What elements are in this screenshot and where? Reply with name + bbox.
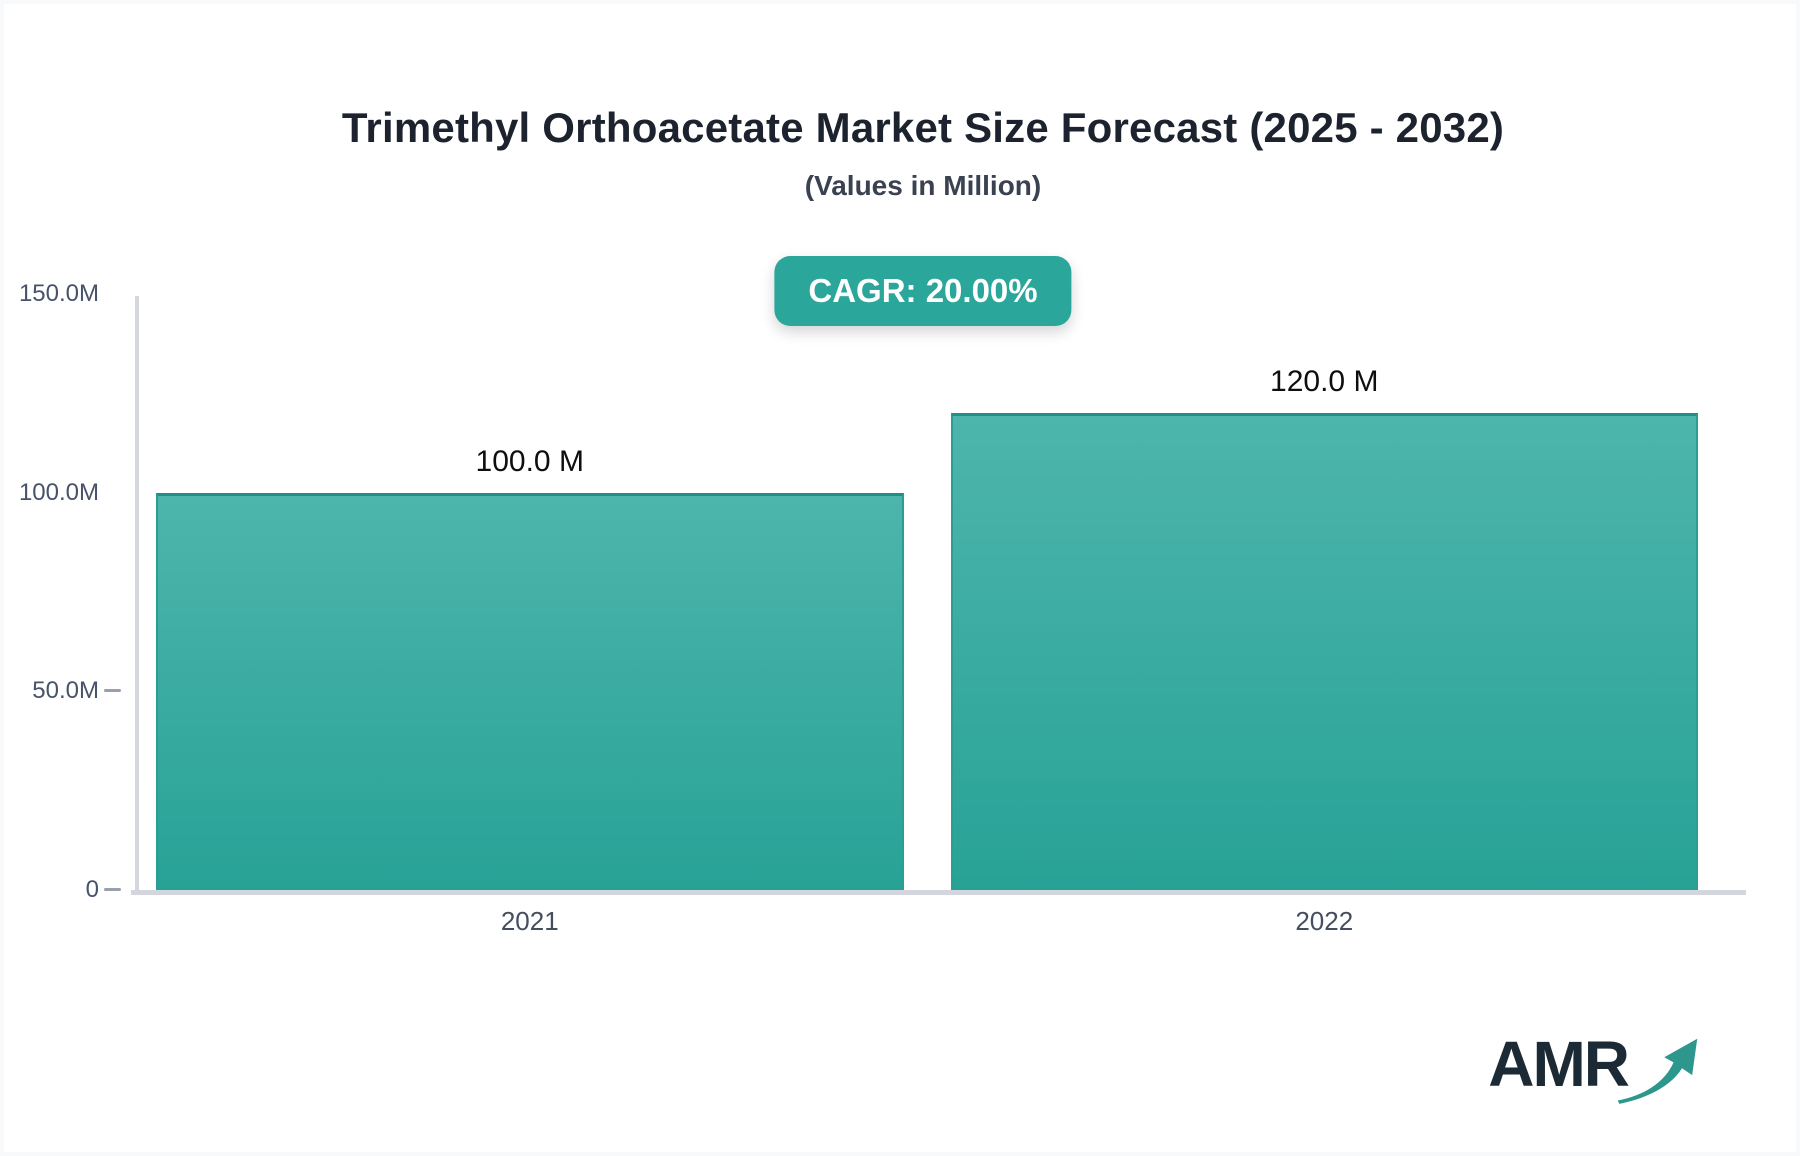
- y-axis-tick: [104, 689, 121, 693]
- chart-header: Trimethyl Orthoacetate Market Size Forec…: [4, 4, 1796, 326]
- y-axis-label: 0: [85, 876, 99, 903]
- growth-arrow-icon: [1617, 1038, 1698, 1104]
- x-axis-label: 2022: [1295, 906, 1354, 936]
- cagr-badge: CAGR: 20.00%: [774, 256, 1072, 326]
- bar-2022: [950, 413, 1698, 890]
- amr-logo-text: AMR: [1488, 1028, 1630, 1100]
- x-axis-line: [131, 890, 1746, 895]
- bar-value-label: 120.0 M: [1270, 365, 1379, 399]
- y-axis-label: 100.0M: [18, 478, 99, 506]
- y-axis-label: 50.0M: [32, 677, 99, 705]
- bar-value-label: 100.0 M: [475, 444, 584, 478]
- chart-subtitle: (Values in Million): [804, 170, 1042, 201]
- chart-title: Trimethyl Orthoacetate Market Size Forec…: [341, 104, 1505, 151]
- plot-area: 150.0M 100.0M 50.0M 0 100.0 M 120.0 M 2021 20…: [4, 4, 1796, 1152]
- amr-logo: AMR: [1488, 1028, 1704, 1104]
- y-axis-label: 150.0M: [18, 280, 99, 307]
- bar-2021: [156, 492, 904, 890]
- x-axis-label: 2021: [500, 906, 559, 936]
- y-axis-line: [135, 296, 139, 890]
- y-axis-tick: [104, 888, 121, 891]
